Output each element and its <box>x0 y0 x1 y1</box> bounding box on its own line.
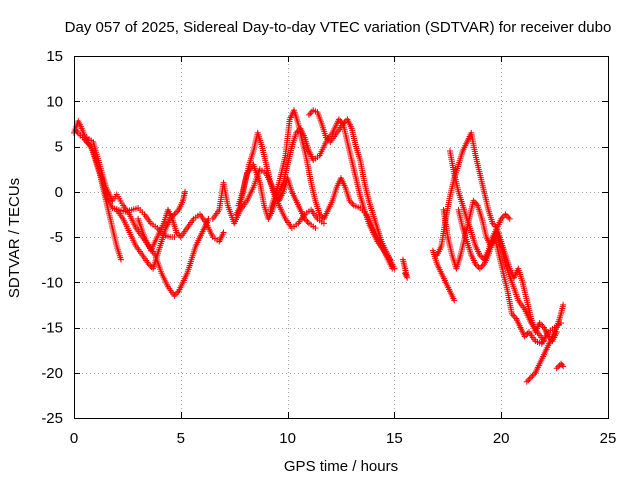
data-point <box>503 212 510 219</box>
data-point <box>553 365 560 372</box>
y-tick-label: 15 <box>46 48 63 65</box>
data-point <box>559 362 566 369</box>
y-tick-labels: -25 -20 -15 -10 -5 0 5 10 15 <box>41 48 63 427</box>
data-point <box>528 374 535 381</box>
y-tick-label: -10 <box>41 274 63 291</box>
data-point <box>525 377 532 384</box>
series-arc-12 <box>434 129 513 259</box>
data-point <box>451 297 458 304</box>
data-point <box>117 256 124 263</box>
data-point <box>220 229 227 236</box>
data-point <box>506 215 513 222</box>
data-point <box>305 111 312 118</box>
data-point <box>341 119 348 126</box>
series-arc-10 <box>305 107 398 272</box>
data-point <box>540 338 547 345</box>
x-tick-label: 25 <box>600 430 617 447</box>
series-arc-11 <box>399 256 411 281</box>
data-point <box>147 262 154 269</box>
y-tick-label: -5 <box>50 229 63 246</box>
series-arc-17 <box>523 301 567 385</box>
data-point <box>560 363 567 370</box>
y-tick-label: -20 <box>41 365 63 382</box>
axis-ticks <box>74 56 609 419</box>
series-arc-3 <box>83 134 212 299</box>
data-series <box>71 107 567 385</box>
data-point <box>476 265 483 272</box>
series-arc-1 <box>71 118 124 263</box>
data-point <box>560 301 567 308</box>
y-tick-label: -25 <box>41 410 63 427</box>
data-point <box>402 270 409 277</box>
x-tick-label: 15 <box>386 430 403 447</box>
data-point <box>505 214 512 221</box>
data-point <box>391 265 398 272</box>
y-tick-label: 0 <box>55 184 63 201</box>
y-tick-label: -15 <box>41 320 63 337</box>
x-axis-label: GPS time / hours <box>284 458 398 475</box>
series-arc-18 <box>553 360 567 372</box>
y-tick-label: 5 <box>55 139 63 156</box>
series-arc-16 <box>455 206 547 345</box>
y-axis-label: SDTVAR / TECUs <box>6 178 23 298</box>
x-tick-label: 20 <box>493 430 510 447</box>
series-arc-8 <box>233 129 319 231</box>
data-point <box>308 108 315 115</box>
series-arc-13 <box>429 247 458 304</box>
data-point <box>172 209 179 216</box>
y-tick-label: 10 <box>46 93 63 110</box>
chart-title: Day 057 of 2025, Sidereal Day-to-day VTE… <box>65 19 612 36</box>
x-tick-label: 10 <box>279 430 296 447</box>
data-point <box>171 234 178 240</box>
data-point <box>182 188 189 195</box>
series-arc-5 <box>135 206 227 254</box>
grid-lines <box>74 56 608 418</box>
data-point <box>526 375 533 382</box>
series-arc-4 <box>113 188 189 272</box>
data-point <box>478 264 485 271</box>
x-tick-label: 5 <box>177 430 185 447</box>
data-point <box>312 224 319 231</box>
data-point <box>304 218 311 225</box>
data-point <box>502 211 509 218</box>
x-tick-labels: 0 5 10 15 20 25 <box>70 430 617 447</box>
data-point <box>523 378 530 385</box>
x-tick-label: 0 <box>70 430 78 447</box>
